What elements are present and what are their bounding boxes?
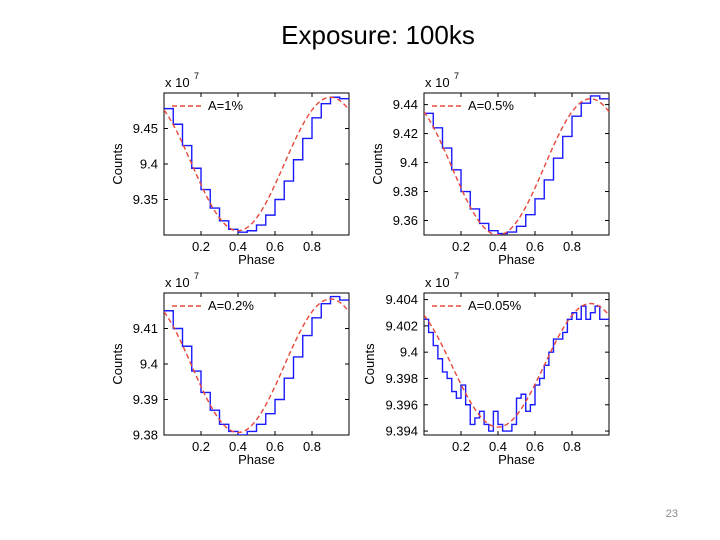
slide-number: 23 [665,508,678,520]
axis-multiplier: x 10 [165,75,190,90]
y-tick-label: 9.4 [400,155,418,170]
y-tick-label: 9.42 [393,126,418,141]
y-tick-label: 9.4 [400,345,418,360]
data-series-step [424,305,609,432]
y-tick-label: 9.38 [393,184,418,199]
x-tick-label: 0.6 [266,239,284,254]
x-tick-label: 0.4 [489,439,507,454]
legend-label: A=0.2% [208,298,254,313]
x-tick-label: 0.2 [452,239,470,254]
axis-multiplier-exponent: 7 [454,71,459,81]
data-series-step [164,96,349,233]
x-axis-label: Phase [498,452,535,467]
y-tick-label: 9.44 [393,97,418,112]
axis-multiplier: x 10 [425,75,450,90]
x-axis-label: Phase [238,252,275,267]
legend-label: A=0.5% [468,98,514,113]
y-tick-label: 9.38 [133,428,158,443]
x-tick-label: 0.8 [563,439,581,454]
y-tick-label: 9.4 [140,157,158,172]
x-tick-label: 0.6 [526,439,544,454]
x-tick-label: 0.2 [192,239,210,254]
axis-multiplier-exponent: 7 [194,71,199,81]
y-tick-label: 9.35 [133,192,158,207]
y-axis-label: Counts [110,143,125,185]
chart-panel-top-right: 0.2 0.4 0.6 0.8 9.36 9.38 9.4 9.42 9.44 Phase Coun… [370,71,610,267]
y-axis-label: Counts [110,343,125,385]
model-series-dashed [164,298,349,434]
axis-multiplier: x 10 [425,275,450,290]
model-series-dashed [164,96,349,232]
x-tick-label: 0.4 [229,439,247,454]
y-tick-label: 9.394 [385,424,418,439]
data-series-step [164,295,349,435]
axis-multiplier: x 10 [165,275,190,290]
legend-label: A=0.05% [468,298,522,313]
x-tick-label: 0.6 [526,239,544,254]
y-tick-label: 9.396 [385,397,418,412]
plot-area [163,92,350,236]
y-tick-label: 9.45 [133,121,158,136]
model-series-dashed [424,302,609,428]
x-axis-label: Phase [238,452,275,467]
x-tick-label: 0.8 [303,239,321,254]
x-tick-label: 0.4 [489,239,507,254]
y-tick-label: 9.36 [393,213,418,228]
data-series-step [424,95,609,235]
y-tick-label: 9.398 [385,371,418,386]
model-series-dashed [424,98,609,235]
axis-multiplier-exponent: 7 [194,271,199,281]
y-tick-label: 9.39 [133,392,158,407]
x-tick-label: 0.8 [303,439,321,454]
y-tick-label: 9.404 [385,292,418,307]
y-axis-label: Counts [362,343,377,385]
y-axis-label: Counts [370,143,385,185]
x-axis-label: Phase [498,252,535,267]
x-tick-label: 0.4 [229,239,247,254]
y-tick-label: 9.402 [385,318,418,333]
chart-panel-bottom-right: 0.2 0.4 0.6 0.8 9.394 9.396 9.398 9.4 9.402 9.404… [362,271,610,467]
legend-label: A=1% [208,98,243,113]
y-tick-label: 9.4 [140,357,158,372]
slide-title: Exposure: 100ks [281,20,475,50]
x-tick-label: 0.6 [266,439,284,454]
axis-multiplier-exponent: 7 [454,271,459,281]
chart-panel-top-left: 0.2 0.4 0.6 0.8 9.35 9.4 9.45 Phase Counts x 10 7 A… [110,71,350,267]
x-tick-label: 0.8 [563,239,581,254]
x-tick-label: 0.2 [192,439,210,454]
y-tick-label: 9.41 [133,321,158,336]
plot-area [163,292,350,436]
x-tick-label: 0.2 [452,439,470,454]
chart-panel-bottom-left: 0.2 0.4 0.6 0.8 9.38 9.39 9.4 9.41 Phase Counts x … [110,271,350,467]
